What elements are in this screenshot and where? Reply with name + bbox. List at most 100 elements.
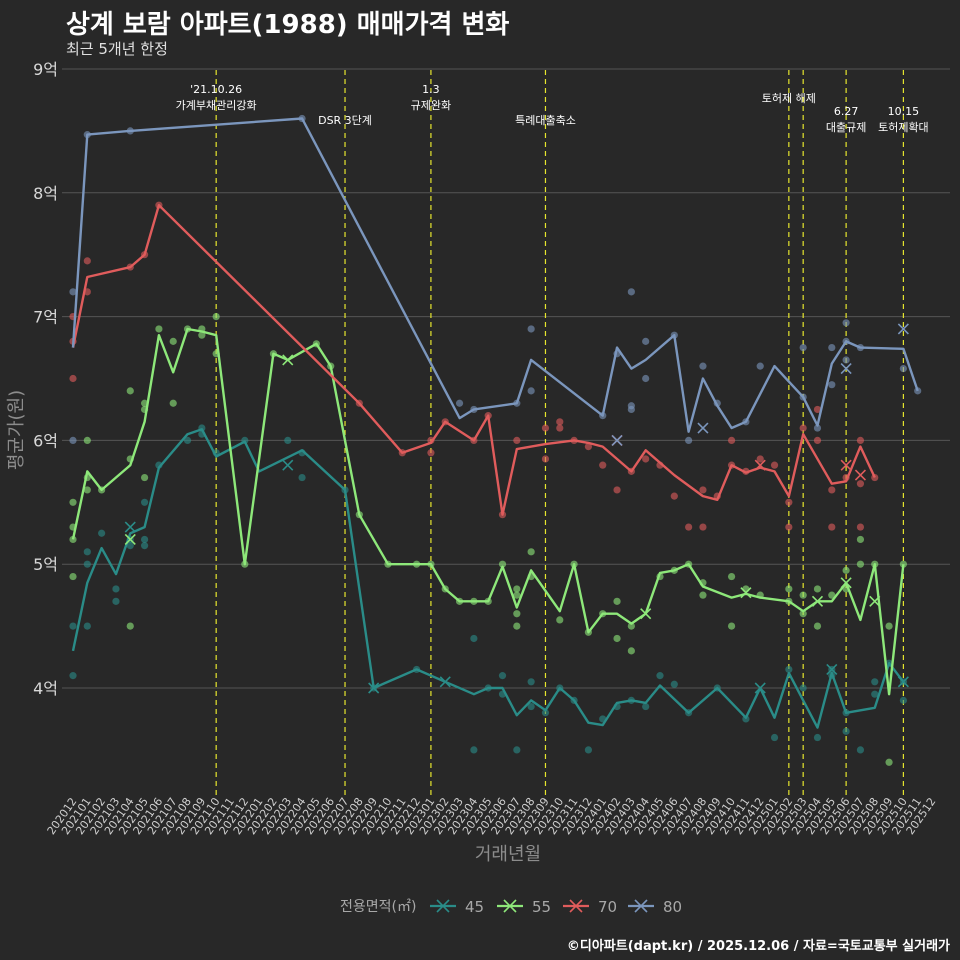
data-point-55: [727, 572, 736, 581]
data-point-55: [155, 325, 163, 333]
data-point-45: [498, 672, 507, 680]
data-point-55: [627, 622, 635, 630]
legend-cross: [503, 899, 517, 913]
data-point-80: [83, 131, 91, 139]
data-point-55: [498, 560, 507, 568]
data-point-55: [699, 579, 707, 587]
x-tick-label: 202210: [360, 795, 395, 837]
series-line-70: [71, 204, 876, 516]
cross-stroke: [897, 676, 909, 688]
cross-marker-55: [840, 577, 852, 589]
data-point-55: [871, 560, 879, 568]
data-point-45: [69, 672, 77, 680]
x-tick-label: 202106: [131, 795, 166, 837]
cross-stroke: [611, 434, 623, 446]
x-tick-label: 202201: [231, 795, 266, 837]
x-tick-label: 202304: [446, 795, 481, 837]
cross-stroke: [611, 434, 623, 446]
data-point-45: [212, 449, 220, 457]
data-point-55: [599, 610, 607, 618]
x-tick-label: 202412: [732, 795, 767, 837]
data-point-70: [656, 461, 664, 469]
x-tick-label: 202409: [689, 795, 724, 837]
x-tick-label: 202507: [832, 795, 867, 837]
data-point-45: [140, 535, 149, 544]
data-point-80: [713, 399, 721, 407]
x-tick-label: 202406: [646, 795, 681, 837]
data-point-70: [670, 492, 678, 500]
data-point-45: [656, 672, 664, 680]
legend-cross: [436, 899, 450, 913]
legend-label: 70: [598, 898, 617, 916]
grid-layer: [62, 68, 950, 689]
data-point-45: [69, 622, 77, 630]
cross-stroke: [754, 459, 766, 471]
data-point-55: [885, 622, 893, 630]
data-point-70: [813, 405, 822, 414]
x-tick-label: 202410: [703, 795, 738, 837]
data-point-80: [613, 350, 621, 358]
data-point-70: [828, 523, 836, 531]
data-point-70: [570, 436, 578, 444]
x-tick-label: 202310: [531, 795, 566, 837]
data-point-80: [627, 405, 635, 414]
data-point-45: [83, 622, 91, 630]
legend-label: 45: [465, 898, 484, 916]
data-point-70: [584, 442, 593, 451]
data-point-45: [513, 746, 521, 754]
data-point-55: [455, 597, 464, 605]
data-point-45: [584, 746, 593, 754]
data-point-70: [828, 486, 836, 494]
legend-entry-45: 45: [430, 898, 484, 916]
data-point-55: [441, 585, 449, 593]
data-point-45: [770, 733, 779, 742]
x-tick-label: 202511: [889, 795, 924, 837]
data-point-55: [327, 362, 335, 370]
y-tick-label: 9억: [33, 60, 58, 79]
data-point-45: [599, 715, 607, 723]
x-tick-label: 202502: [761, 795, 796, 837]
data-point-80: [670, 331, 678, 339]
data-point-80: [527, 325, 535, 333]
data-point-45: [183, 436, 192, 444]
data-point-80: [470, 405, 478, 414]
data-point-45: [899, 678, 907, 686]
cross-stroke: [282, 459, 294, 471]
data-point-45: [140, 542, 149, 550]
x-tick-label: 202503: [775, 795, 810, 837]
cross-stroke: [611, 434, 623, 446]
data-point-55: [828, 591, 836, 599]
data-point-80: [799, 343, 807, 352]
data-point-55: [899, 560, 907, 568]
data-point-55: [856, 535, 865, 544]
x-tick-label: 202204: [274, 795, 309, 837]
y-tick-label: 5억: [33, 555, 58, 574]
data-point-45: [155, 461, 163, 469]
cross-stroke: [282, 354, 294, 366]
data-point-55: [584, 628, 593, 636]
cross-marker-80: [697, 422, 709, 434]
data-point-55: [126, 622, 134, 630]
x-tick-label: 202504: [789, 795, 824, 837]
y-tick-label: 7억: [33, 308, 58, 327]
event-label: DSR 3단계: [318, 114, 372, 127]
data-point-55: [98, 486, 106, 494]
data-point-80: [742, 418, 750, 426]
data-point-45: [871, 678, 879, 686]
data-point-45: [413, 665, 421, 674]
data-point-55: [685, 560, 693, 568]
data-point-55: [83, 486, 91, 494]
x-tick-label: 202505: [804, 795, 839, 837]
data-point-70: [785, 523, 793, 531]
data-point-55: [212, 313, 220, 321]
x-tick-label: 202208: [331, 795, 366, 837]
data-point-70: [756, 455, 764, 463]
data-point-55: [269, 350, 278, 358]
data-point-70: [627, 467, 635, 475]
x-tick-label: 202111: [202, 795, 237, 837]
data-point-45: [527, 702, 535, 711]
data-point-55: [126, 455, 134, 463]
x-tick-label: 202205: [288, 795, 323, 837]
cross-marker-45: [754, 682, 766, 694]
